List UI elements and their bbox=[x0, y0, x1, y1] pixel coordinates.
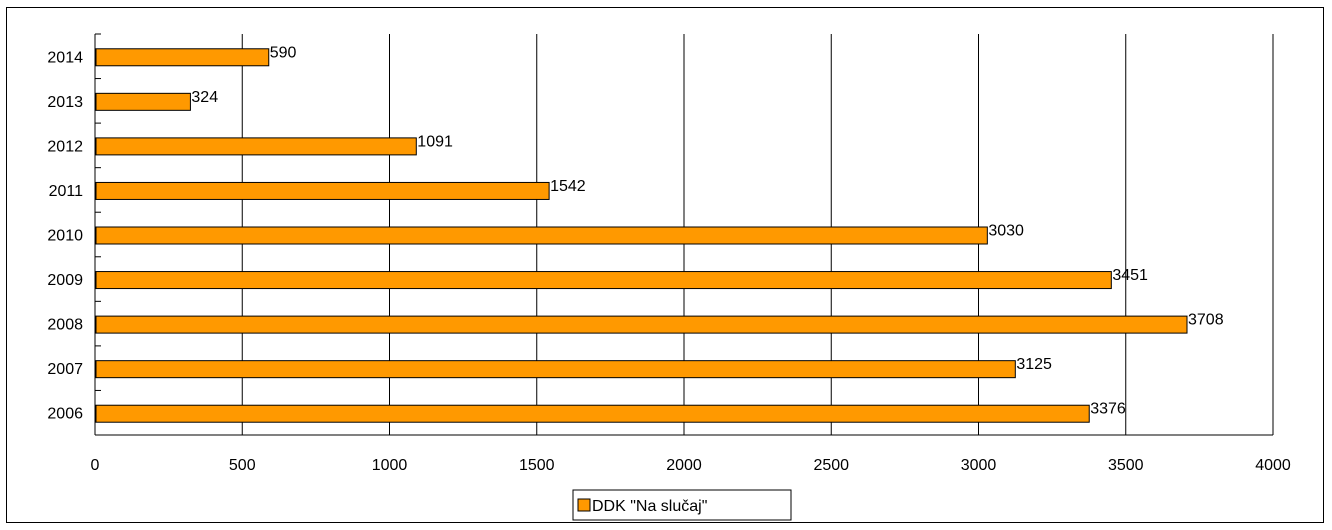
bars bbox=[95, 48, 1188, 423]
bar-2012 bbox=[95, 137, 417, 156]
category-label: 2012 bbox=[47, 138, 83, 155]
value-label: 3125 bbox=[1016, 356, 1052, 373]
x-tick-label: 500 bbox=[229, 457, 256, 474]
value-label: 590 bbox=[270, 44, 297, 61]
value-label: 3708 bbox=[1188, 312, 1224, 329]
legend-label: DDK "Na slučaj" bbox=[592, 498, 707, 515]
category-label: 2013 bbox=[47, 94, 83, 111]
x-tick-label: 0 bbox=[91, 457, 100, 474]
bar-2008 bbox=[95, 315, 1188, 334]
x-tick-label: 4000 bbox=[1255, 457, 1291, 474]
category-label: 2008 bbox=[47, 317, 83, 334]
chart-frame bbox=[6, 7, 1324, 523]
value-label: 1542 bbox=[550, 178, 586, 195]
category-label: 2011 bbox=[49, 183, 84, 200]
bar-2011 bbox=[95, 181, 550, 200]
value-label: 3030 bbox=[988, 223, 1024, 240]
value-label: 3451 bbox=[1112, 267, 1148, 284]
bar-2006 bbox=[95, 404, 1090, 423]
x-tick-label: 2500 bbox=[813, 457, 849, 474]
category-label: 2007 bbox=[47, 361, 83, 378]
legend: DDK "Na slučaj" bbox=[572, 489, 792, 521]
legend-swatch bbox=[577, 498, 591, 512]
x-tick-label: 2000 bbox=[666, 457, 702, 474]
category-label: 2010 bbox=[47, 228, 83, 245]
axes bbox=[94, 33, 1273, 436]
category-label: 2009 bbox=[47, 272, 83, 289]
bar-2013 bbox=[95, 92, 191, 111]
x-tick-label: 1000 bbox=[372, 457, 408, 474]
legend-box bbox=[572, 489, 792, 521]
x-tick-label: 1500 bbox=[519, 457, 555, 474]
x-tick-label: 3000 bbox=[961, 457, 997, 474]
bar-2014 bbox=[95, 48, 270, 67]
labels: 0 500 1000 1500 2000 2500 3000 3500 4000 2006 3376… bbox=[47, 44, 1290, 474]
value-label: 1091 bbox=[417, 133, 453, 150]
category-label: 2014 bbox=[47, 49, 83, 66]
bar-2007 bbox=[95, 360, 1016, 379]
category-label: 2006 bbox=[47, 406, 83, 423]
x-tick-label: 3500 bbox=[1108, 457, 1144, 474]
bar-2009 bbox=[95, 271, 1112, 290]
bar-2010 bbox=[95, 226, 988, 245]
value-label: 324 bbox=[191, 89, 218, 106]
value-label: 3376 bbox=[1090, 401, 1126, 418]
